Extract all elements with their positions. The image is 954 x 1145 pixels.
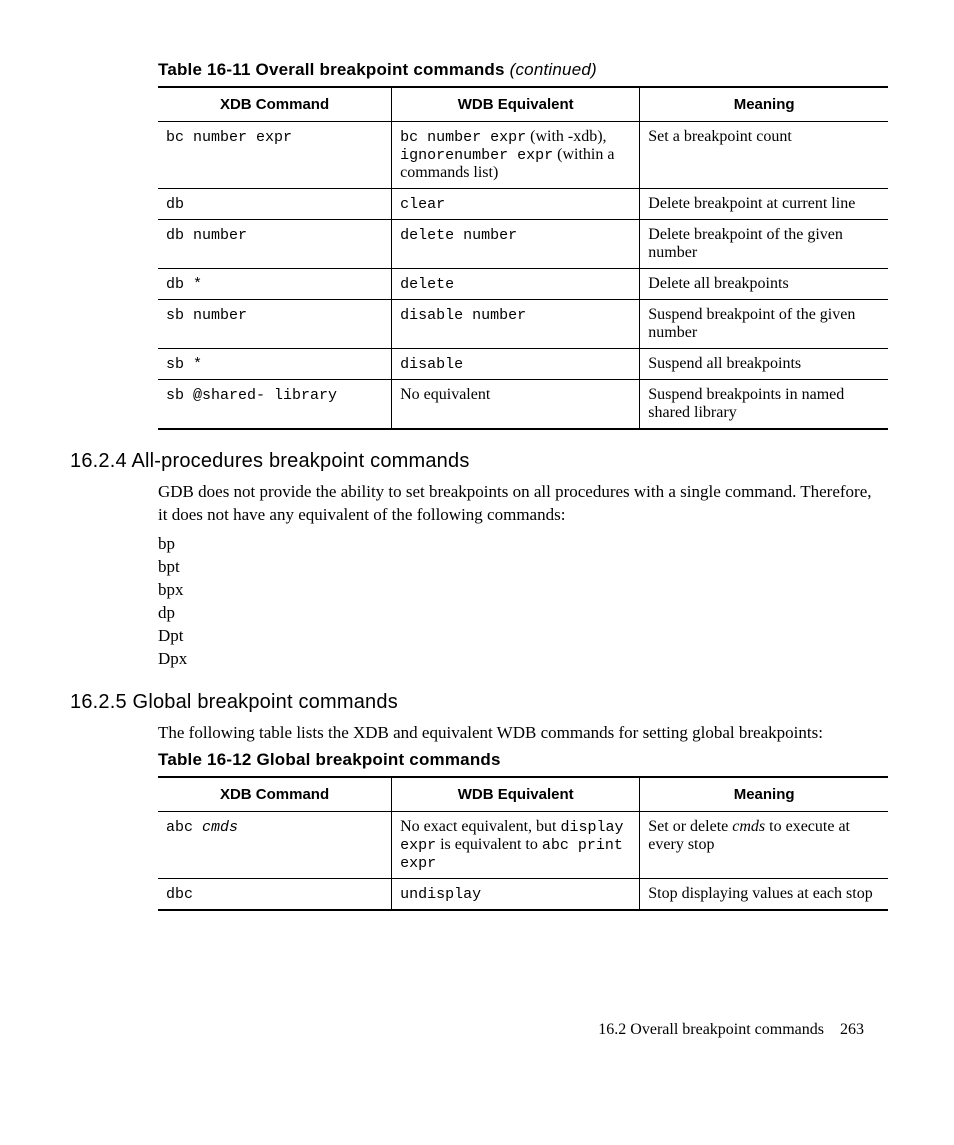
cell-xdb: sb * [158,349,392,380]
cell-meaning: Delete breakpoint at current line [640,189,888,220]
col-wdb: WDB Equivalent [392,777,640,812]
cell-meaning: Suspend breakpoints in named shared libr… [640,380,888,430]
col-xdb: XDB Command [158,777,392,812]
table-16-11: XDB Command WDB Equivalent Meaning bc nu… [158,86,888,430]
para-16-2-5: The following table lists the XDB and eq… [158,722,884,745]
cell-meaning: Suspend all breakpoints [640,349,888,380]
table-row: dbcundisplayStop displaying values at ea… [158,879,888,911]
col-wdb: WDB Equivalent [392,87,640,122]
cell-wdb: delete [392,269,640,300]
cell-xdb: db [158,189,392,220]
cmd-item: bp [158,533,884,556]
cell-meaning: Set or delete cmds to execute at every s… [640,812,888,879]
table-16-11-caption: Table 16-11 Overall breakpoint commands … [158,60,884,80]
table-16-12: XDB Command WDB Equivalent Meaning abc c… [158,776,888,911]
cmd-item: Dpt [158,625,884,648]
footer-section: 16.2 Overall breakpoint commands [598,1021,824,1038]
cell-wdb: No equivalent [392,380,640,430]
caption-text: Table 16-11 Overall breakpoint commands [158,60,510,79]
col-meaning: Meaning [640,777,888,812]
cmd-item: bpx [158,579,884,602]
table-row: sb @shared- libraryNo equivalentSuspend … [158,380,888,430]
cell-xdb: dbc [158,879,392,911]
table-16-12-caption: Table 16-12 Global breakpoint commands [158,750,884,770]
cell-wdb: No exact equivalent, but display expr is… [392,812,640,879]
cell-xdb: db number [158,220,392,269]
cell-xdb: sb number [158,300,392,349]
caption-continued: (continued) [510,60,597,79]
cmd-item: dp [158,602,884,625]
cell-wdb: disable [392,349,640,380]
cell-xdb: db * [158,269,392,300]
cell-xdb: sb @shared- library [158,380,392,430]
cell-meaning: Set a breakpoint count [640,122,888,189]
table-row: sb numberdisable numberSuspend breakpoin… [158,300,888,349]
cell-wdb: bc number expr (with -xdb), ignorenumber… [392,122,640,189]
cell-meaning: Stop displaying values at each stop [640,879,888,911]
cmd-list: bpbptbpxdpDptDpx [158,533,884,671]
col-xdb: XDB Command [158,87,392,122]
heading-16-2-4: 16.2.4 All-procedures breakpoint command… [70,450,884,473]
table-row: db *deleteDelete all breakpoints [158,269,888,300]
cell-wdb: disable number [392,300,640,349]
table-row: sb *disableSuspend all breakpoints [158,349,888,380]
table-row: dbclearDelete breakpoint at current line [158,189,888,220]
cell-wdb: delete number [392,220,640,269]
table-header-row: XDB Command WDB Equivalent Meaning [158,87,888,122]
cmd-item: Dpx [158,648,884,671]
page-footer: 16.2 Overall breakpoint commands 263 [70,1021,884,1039]
cell-wdb: undisplay [392,879,640,911]
cell-xdb: abc cmds [158,812,392,879]
table-row: abc cmdsNo exact equivalent, but display… [158,812,888,879]
table-row: bc number exprbc number expr (with -xdb)… [158,122,888,189]
cell-meaning: Delete breakpoint of the given number [640,220,888,269]
cell-meaning: Delete all breakpoints [640,269,888,300]
para-16-2-4: GDB does not provide the ability to set … [158,481,884,527]
col-meaning: Meaning [640,87,888,122]
heading-16-2-5: 16.2.5 Global breakpoint commands [70,691,884,714]
cell-wdb: clear [392,189,640,220]
cell-xdb: bc number expr [158,122,392,189]
table-row: db numberdelete numberDelete breakpoint … [158,220,888,269]
table-header-row: XDB Command WDB Equivalent Meaning [158,777,888,812]
footer-page: 263 [840,1021,864,1038]
cmd-item: bpt [158,556,884,579]
cell-meaning: Suspend breakpoint of the given number [640,300,888,349]
